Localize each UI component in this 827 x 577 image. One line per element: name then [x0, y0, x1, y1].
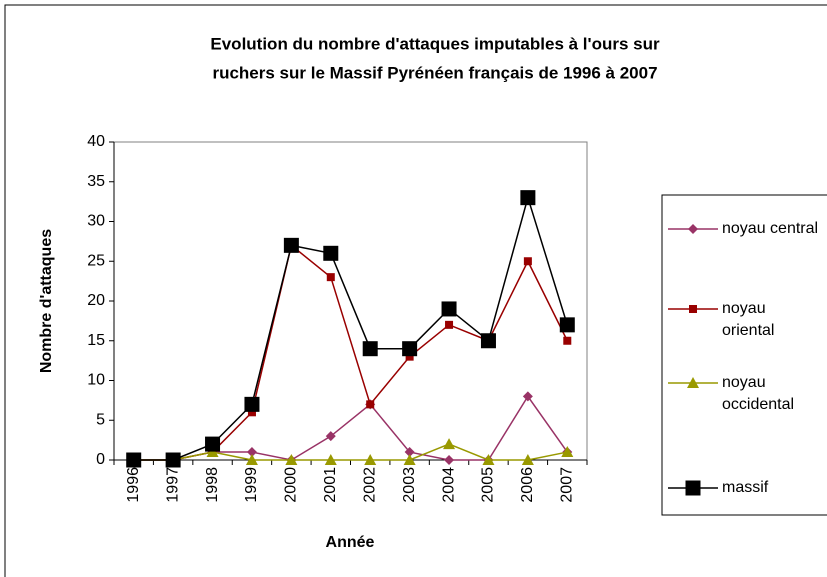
x-tick-label: 2004 — [440, 467, 457, 503]
marker — [685, 480, 701, 496]
x-tick-label: 2001 — [322, 467, 339, 503]
marker — [325, 431, 336, 442]
marker — [404, 447, 415, 458]
marker — [205, 436, 221, 452]
y-tick-label: 15 — [87, 332, 105, 349]
marker — [444, 455, 455, 465]
x-tick-label: 2005 — [480, 467, 497, 503]
x-tick-label: 2007 — [559, 467, 576, 503]
marker — [323, 245, 339, 261]
legend-label: massif — [722, 479, 769, 496]
x-tick-label: 2002 — [361, 467, 378, 503]
x-tick-label: 1996 — [125, 467, 142, 503]
legend-label: noyau oriental — [722, 300, 775, 339]
marker — [245, 454, 258, 465]
chart-title: ruchers sur le Massif Pyrénéen français … — [212, 63, 657, 82]
marker — [244, 396, 260, 412]
marker — [561, 446, 574, 458]
marker — [521, 454, 534, 465]
marker — [366, 400, 375, 409]
marker — [443, 438, 456, 450]
marker — [324, 454, 337, 465]
marker — [246, 447, 257, 458]
marker — [402, 341, 418, 357]
x-tick-label: 1997 — [164, 467, 181, 503]
x-tick-label: 2006 — [519, 467, 536, 503]
y-tick-label: 0 — [96, 451, 105, 468]
marker — [326, 273, 335, 282]
x-tick-label: 1999 — [243, 467, 260, 503]
y-tick-label: 40 — [87, 133, 105, 150]
marker — [482, 454, 495, 465]
x-tick-label: 1998 — [204, 467, 221, 503]
y-axis-title: Nombre d'attaques — [38, 229, 55, 373]
y-tick-label: 10 — [87, 372, 105, 389]
marker — [563, 336, 572, 345]
marker — [559, 317, 575, 333]
marker — [165, 452, 181, 468]
chart-title: Evolution du nombre d'attaques imputable… — [210, 34, 660, 53]
marker — [689, 305, 697, 313]
marker — [687, 377, 699, 388]
marker — [522, 391, 533, 402]
marker — [362, 341, 378, 357]
marker — [523, 257, 532, 266]
x-tick-label: 2003 — [401, 467, 418, 503]
y-tick-label: 35 — [87, 173, 105, 190]
y-tick-label: 5 — [96, 411, 105, 428]
marker — [126, 452, 142, 468]
legend-box — [661, 194, 827, 516]
marker — [441, 301, 457, 317]
x-axis-title: Année — [326, 534, 375, 551]
marker — [520, 190, 536, 206]
marker — [403, 454, 416, 465]
marker — [285, 454, 298, 465]
y-tick-label: 20 — [87, 292, 105, 309]
marker — [283, 237, 299, 253]
legend-label: noyau occidental — [722, 374, 795, 413]
series-line — [133, 443, 568, 461]
y-tick-label: 25 — [87, 252, 105, 269]
y-tick-label: 30 — [87, 213, 105, 230]
marker — [364, 454, 377, 465]
legend-label: noyau central — [722, 220, 819, 237]
marker — [445, 320, 454, 329]
marker — [247, 408, 256, 417]
marker — [688, 224, 698, 234]
marker — [405, 352, 414, 361]
x-tick-label: 2000 — [283, 467, 300, 503]
marker — [480, 333, 496, 349]
